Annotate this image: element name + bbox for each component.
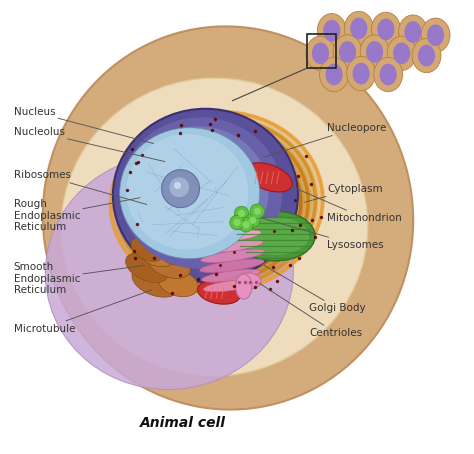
Ellipse shape — [399, 15, 428, 49]
Ellipse shape — [412, 39, 441, 73]
Ellipse shape — [427, 25, 444, 46]
Ellipse shape — [208, 230, 262, 242]
Ellipse shape — [174, 182, 181, 189]
Ellipse shape — [242, 217, 309, 255]
Ellipse shape — [323, 20, 340, 42]
Text: Microtubule: Microtubule — [14, 290, 151, 334]
Ellipse shape — [377, 19, 394, 40]
Text: Smooth
Endoplasmic
Reticulum: Smooth Endoplasmic Reticulum — [14, 262, 145, 296]
Text: Cytoplasm: Cytoplasm — [305, 184, 383, 202]
Ellipse shape — [140, 143, 285, 267]
Ellipse shape — [418, 44, 435, 66]
Ellipse shape — [138, 242, 174, 266]
Ellipse shape — [119, 121, 311, 286]
Ellipse shape — [230, 215, 244, 230]
Ellipse shape — [46, 155, 293, 390]
Text: Ribosomes: Ribosomes — [14, 170, 147, 204]
Ellipse shape — [129, 126, 269, 257]
Ellipse shape — [233, 219, 241, 226]
Ellipse shape — [131, 237, 163, 262]
Ellipse shape — [372, 12, 401, 46]
Ellipse shape — [234, 206, 249, 221]
Bar — [307, 34, 336, 68]
Ellipse shape — [366, 41, 383, 63]
Ellipse shape — [380, 64, 397, 85]
Ellipse shape — [201, 249, 265, 262]
Ellipse shape — [113, 109, 298, 282]
Ellipse shape — [387, 36, 416, 70]
Ellipse shape — [246, 213, 260, 227]
Ellipse shape — [158, 243, 194, 265]
Ellipse shape — [43, 26, 413, 410]
Ellipse shape — [239, 217, 253, 232]
Ellipse shape — [119, 128, 260, 259]
Ellipse shape — [201, 269, 261, 282]
Text: Lysosomes: Lysosomes — [262, 218, 384, 250]
Ellipse shape — [204, 240, 264, 252]
Ellipse shape — [236, 211, 315, 261]
Ellipse shape — [109, 109, 325, 295]
Ellipse shape — [119, 117, 282, 269]
Ellipse shape — [350, 18, 367, 39]
Ellipse shape — [236, 274, 252, 299]
Ellipse shape — [129, 132, 298, 276]
Ellipse shape — [242, 221, 250, 228]
Text: Nucleopore: Nucleopore — [264, 123, 387, 157]
Ellipse shape — [333, 35, 362, 69]
Ellipse shape — [317, 14, 346, 48]
Ellipse shape — [61, 78, 368, 376]
Ellipse shape — [353, 63, 370, 84]
Ellipse shape — [236, 273, 261, 289]
Ellipse shape — [250, 204, 264, 218]
Ellipse shape — [124, 126, 305, 281]
Ellipse shape — [126, 253, 168, 282]
Ellipse shape — [135, 137, 292, 271]
Text: Mitochondrion: Mitochondrion — [291, 187, 402, 223]
Ellipse shape — [312, 43, 329, 64]
Ellipse shape — [306, 36, 335, 70]
Ellipse shape — [404, 21, 421, 43]
Text: Animal cell: Animal cell — [140, 416, 226, 430]
Ellipse shape — [360, 35, 389, 69]
Ellipse shape — [319, 57, 348, 92]
Ellipse shape — [245, 163, 292, 192]
Ellipse shape — [254, 207, 261, 215]
Ellipse shape — [203, 280, 257, 292]
Ellipse shape — [148, 252, 190, 278]
Ellipse shape — [249, 217, 256, 224]
Text: Rough
Endoplasmic
Reticulum: Rough Endoplasmic Reticulum — [14, 197, 140, 232]
Ellipse shape — [238, 210, 245, 217]
Text: Golgi Body: Golgi Body — [264, 265, 366, 313]
Text: Nucleolus: Nucleolus — [14, 127, 165, 162]
Ellipse shape — [127, 134, 248, 250]
Ellipse shape — [132, 265, 180, 297]
Ellipse shape — [169, 178, 189, 197]
Ellipse shape — [114, 115, 318, 290]
Ellipse shape — [326, 64, 343, 85]
Ellipse shape — [146, 148, 279, 262]
Text: Centrioles: Centrioles — [260, 283, 362, 338]
Ellipse shape — [158, 270, 198, 297]
Ellipse shape — [339, 41, 356, 63]
Ellipse shape — [346, 56, 375, 91]
Ellipse shape — [393, 43, 410, 64]
Ellipse shape — [198, 281, 240, 304]
Text: Nucleus: Nucleus — [14, 107, 154, 143]
Ellipse shape — [374, 57, 402, 92]
Ellipse shape — [345, 11, 373, 45]
Ellipse shape — [421, 18, 450, 52]
Ellipse shape — [162, 170, 200, 207]
Ellipse shape — [200, 259, 264, 272]
